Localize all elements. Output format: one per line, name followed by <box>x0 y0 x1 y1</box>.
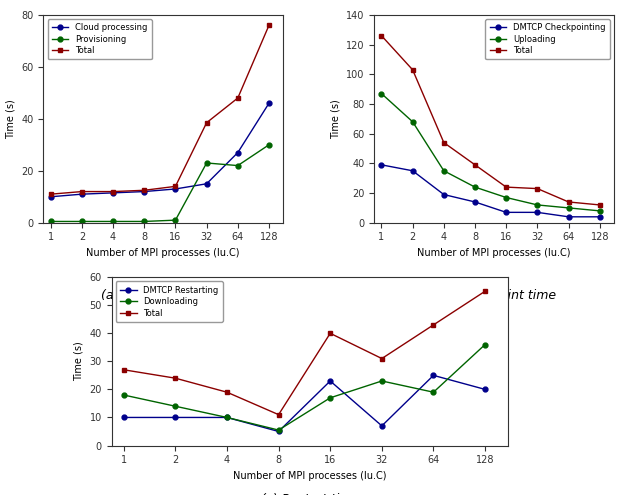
Text: (a) Submission time: (a) Submission time <box>101 289 226 302</box>
Provisioning <box>203 160 210 166</box>
DMTCP Checkpointing <box>378 162 385 168</box>
Total <box>275 412 282 418</box>
Downloading <box>172 403 179 409</box>
Downloading <box>378 378 386 384</box>
Provisioning <box>47 218 55 224</box>
Total <box>265 22 273 28</box>
Uploading <box>596 208 603 214</box>
Downloading <box>223 414 231 420</box>
Cloud processing <box>234 149 242 155</box>
Uploading <box>409 119 417 125</box>
Line: Uploading: Uploading <box>379 91 602 213</box>
Total <box>327 330 334 336</box>
Line: Total: Total <box>379 33 602 207</box>
Uploading <box>502 195 510 200</box>
Line: Total: Total <box>122 289 487 417</box>
Total <box>203 120 210 126</box>
Total <box>534 186 541 192</box>
Total <box>172 375 179 381</box>
Total <box>378 355 386 361</box>
Total <box>502 184 510 190</box>
DMTCP Restarting <box>378 423 386 429</box>
DMTCP Checkpointing <box>409 168 417 174</box>
Total <box>223 389 231 395</box>
Line: Downloading: Downloading <box>122 342 487 433</box>
Line: DMTCP Restarting: DMTCP Restarting <box>122 373 487 434</box>
Downloading <box>120 392 128 398</box>
X-axis label: Number of MPI processes (lu.C): Number of MPI processes (lu.C) <box>86 248 240 258</box>
DMTCP Restarting <box>172 414 179 420</box>
Provisioning <box>141 218 148 224</box>
Total <box>430 322 437 328</box>
Y-axis label: Time (s): Time (s) <box>330 99 340 139</box>
Legend: DMTCP Restarting, Downloading, Total: DMTCP Restarting, Downloading, Total <box>116 281 223 322</box>
Provisioning <box>172 217 179 223</box>
DMTCP Restarting <box>223 414 231 420</box>
Text: (b) Checkpoint time: (b) Checkpoint time <box>432 289 556 302</box>
DMTCP Checkpointing <box>534 209 541 215</box>
Total <box>440 140 448 146</box>
Uploading <box>534 202 541 208</box>
Legend: Cloud processing, Provisioning, Total: Cloud processing, Provisioning, Total <box>48 19 152 59</box>
Line: Cloud processing: Cloud processing <box>48 101 272 199</box>
Line: DMTCP Checkpointing: DMTCP Checkpointing <box>379 162 602 219</box>
Uploading <box>565 205 572 211</box>
Total <box>481 288 489 294</box>
Total <box>471 162 479 168</box>
Total <box>565 199 572 205</box>
Total <box>47 191 55 197</box>
Total <box>120 367 128 373</box>
Downloading <box>481 342 489 347</box>
DMTCP Checkpointing <box>565 214 572 220</box>
Downloading <box>430 389 437 395</box>
Uploading <box>440 168 448 174</box>
Total <box>109 189 117 195</box>
Cloud processing <box>109 190 117 196</box>
Total <box>172 184 179 190</box>
X-axis label: Number of MPI processes (lu.C): Number of MPI processes (lu.C) <box>233 471 387 481</box>
Total <box>409 67 417 73</box>
Total <box>141 187 148 193</box>
Cloud processing <box>141 189 148 195</box>
DMTCP Checkpointing <box>502 209 510 215</box>
X-axis label: Number of MPI processes (lu.C): Number of MPI processes (lu.C) <box>417 248 571 258</box>
Cloud processing <box>78 191 86 197</box>
Y-axis label: Time (s): Time (s) <box>74 342 84 381</box>
DMTCP Restarting <box>120 414 128 420</box>
Legend: DMTCP Checkpointing, Uploading, Total: DMTCP Checkpointing, Uploading, Total <box>485 19 609 59</box>
Cloud processing <box>203 181 210 187</box>
Line: Provisioning: Provisioning <box>48 143 272 224</box>
Downloading <box>275 427 282 433</box>
Y-axis label: Time (s): Time (s) <box>6 99 16 139</box>
Total <box>78 189 86 195</box>
Line: Total: Total <box>48 23 272 197</box>
Provisioning <box>78 218 86 224</box>
Uploading <box>378 91 385 97</box>
Text: (c) Restart time: (c) Restart time <box>261 493 359 495</box>
DMTCP Checkpointing <box>596 214 603 220</box>
DMTCP Checkpointing <box>471 199 479 205</box>
Total <box>378 33 385 39</box>
Cloud processing <box>47 194 55 199</box>
Cloud processing <box>172 186 179 192</box>
Provisioning <box>265 142 273 148</box>
Cloud processing <box>265 100 273 106</box>
Uploading <box>471 184 479 190</box>
Provisioning <box>109 218 117 224</box>
Total <box>234 95 242 101</box>
DMTCP Restarting <box>430 372 437 378</box>
Total <box>596 202 603 208</box>
DMTCP Restarting <box>481 387 489 393</box>
Provisioning <box>234 162 242 168</box>
Downloading <box>327 395 334 401</box>
DMTCP Restarting <box>275 429 282 435</box>
DMTCP Restarting <box>327 378 334 384</box>
DMTCP Checkpointing <box>440 192 448 198</box>
